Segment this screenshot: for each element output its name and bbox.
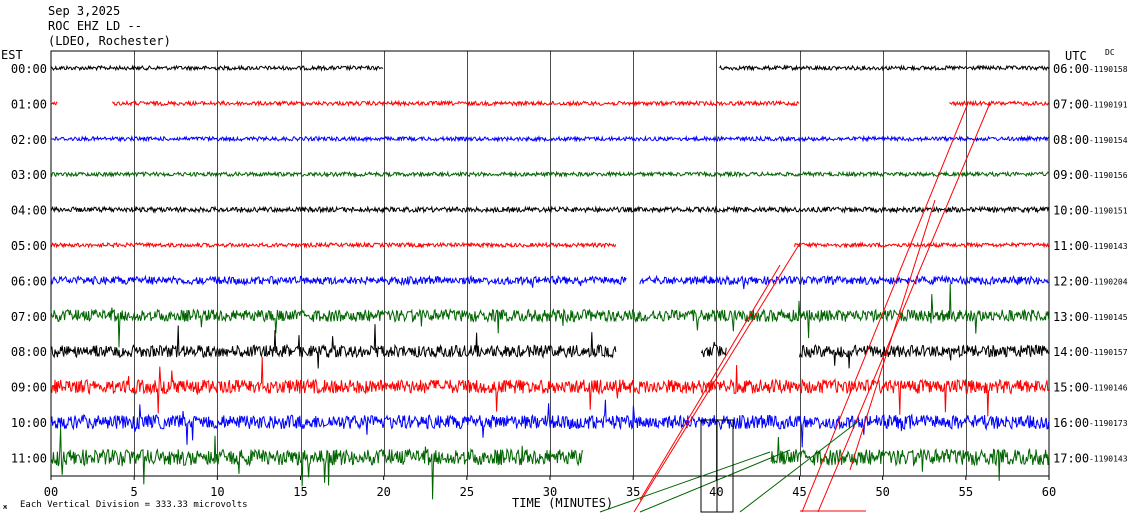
row-label-utc: 08:00: [1053, 133, 1089, 147]
x-tick-label-40: 40: [709, 485, 723, 499]
trace-segment: [50, 274, 627, 288]
x-axis-title: TIME (MINUTES): [512, 496, 614, 510]
row-label-utc: 11:00: [1053, 239, 1089, 253]
row-label-local: 07:00: [11, 310, 47, 324]
trace-segment: [799, 344, 1049, 369]
dc-label: DC: [1105, 48, 1115, 57]
row-label-utc: 06:00: [1053, 62, 1089, 76]
row-label-utc: 09:00: [1053, 168, 1089, 182]
trace-segment: [112, 99, 800, 108]
x-tick-label-25: 25: [460, 485, 474, 499]
trace-segment: [770, 436, 1050, 481]
x-tick-label-45: 45: [792, 485, 806, 499]
x-tick-label-30: 30: [543, 485, 557, 499]
row-dc-value: -1190173: [1089, 419, 1128, 428]
row-label-local: 04:00: [11, 204, 47, 218]
x-tick-label-5: 5: [131, 485, 138, 499]
trace-segment: [50, 64, 384, 72]
trace-segment: [50, 241, 617, 249]
gap-connector-line-1: [817, 102, 991, 513]
row-label-local: 05:00: [11, 239, 47, 253]
row-label-local: 06:00: [11, 274, 47, 288]
trace-segment: [700, 341, 727, 358]
row-dc-value: -1190154: [1089, 136, 1128, 145]
row-label-local: 09:00: [11, 381, 47, 395]
row-label-utc: 17:00: [1053, 451, 1089, 465]
row-dc-value: -1190204: [1089, 277, 1128, 286]
row-label-utc: 10:00: [1053, 204, 1089, 218]
row-label-utc: 12:00: [1053, 274, 1089, 288]
trace-segment: [949, 99, 1049, 107]
row-label-local: 08:00: [11, 345, 47, 359]
row-dc-value: -1190146: [1089, 384, 1128, 393]
header-network: (LDEO, Rochester): [48, 34, 171, 48]
trace-segment: [50, 427, 584, 500]
trace-segment: [50, 100, 58, 106]
gap-connector-line-4: [599, 451, 771, 513]
trace-segment: [794, 241, 1050, 249]
trace-segment: [50, 283, 1050, 348]
small-logo-icon: ж: [3, 503, 8, 511]
trace-segment: [50, 170, 1049, 179]
x-tick-label-35: 35: [626, 485, 640, 499]
x-tick-label-50: 50: [875, 485, 889, 499]
row-label-utc: 07:00: [1053, 97, 1089, 111]
footer-scale-note: Each Vertical Division = 333.33 microvol…: [20, 500, 248, 510]
trace-segment: [719, 64, 1049, 72]
x-tick-label-10: 10: [210, 485, 224, 499]
gap-connector-line-5: [639, 449, 791, 513]
row-label-local: 03:00: [11, 168, 47, 182]
row-dc-value: -1190143: [1089, 242, 1128, 251]
row-dc-value: -1190151: [1089, 207, 1128, 216]
trace-segment: [50, 399, 1050, 448]
row-label-local: 00:00: [11, 62, 47, 76]
gap-connector-line-7: [849, 199, 936, 471]
row-label-utc: 13:00: [1053, 310, 1089, 324]
x-tick-label-15: 15: [293, 485, 307, 499]
row-label-local: 01:00: [11, 97, 47, 111]
left-zone-label: EST: [1, 48, 23, 62]
row-label-utc: 15:00: [1053, 381, 1089, 395]
gap-connector-line-0: [801, 102, 969, 513]
row-dc-value: -1190145: [1089, 313, 1128, 322]
gap-connector-line-6: [739, 419, 861, 513]
header-station: ROC EHZ LD --: [48, 19, 142, 33]
x-tick-label-00: 00: [44, 485, 58, 499]
row-label-local: 10:00: [11, 416, 47, 430]
row-label-local: 11:00: [11, 451, 47, 465]
x-tick-label-55: 55: [959, 485, 973, 499]
trace-segment: [50, 324, 617, 369]
right-zone-label: UTC: [1065, 49, 1087, 63]
row-label-utc: 14:00: [1053, 345, 1089, 359]
gap-connector-lines: [599, 102, 991, 513]
row-dc-value: -1190156: [1089, 171, 1128, 180]
trace-segment: [50, 134, 1050, 143]
gap-connector-line-2: [633, 242, 801, 513]
row-label-local: 02:00: [11, 133, 47, 147]
row-dc-value: -1190191: [1089, 100, 1128, 109]
row-dc-value: -1190143: [1089, 454, 1128, 463]
x-tick-label-20: 20: [376, 485, 390, 499]
seismic-traces: [50, 64, 1050, 500]
trace-segment: [50, 205, 1050, 215]
trace-segment: [639, 274, 1049, 290]
header-date: Sep 3,2025: [48, 4, 121, 18]
row-label-utc: 16:00: [1053, 416, 1089, 430]
gap-connector-line-3: [639, 264, 781, 501]
row-dc-value: -1190158: [1089, 65, 1128, 74]
trace-segment: [50, 356, 1049, 417]
x-tick-label-60: 60: [1042, 485, 1056, 499]
row-dc-value: -1190157: [1089, 348, 1128, 357]
